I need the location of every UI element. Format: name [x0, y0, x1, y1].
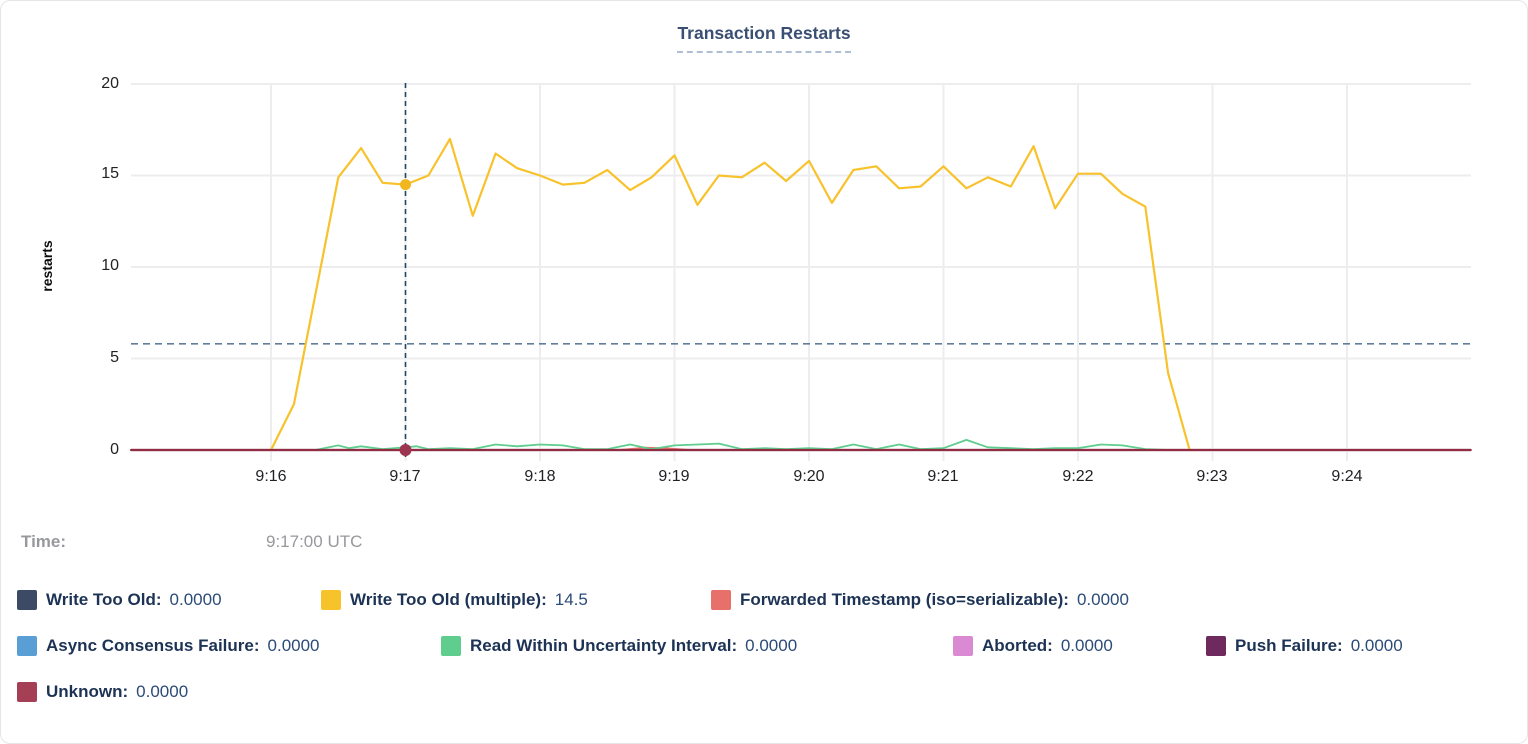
legend-item-aborted[interactable]: Aborted: 0.0000	[953, 636, 1113, 656]
y-tick-10: 10	[101, 257, 119, 274]
legend-label: Read Within Uncertainty Interval:	[470, 636, 738, 655]
legend-value: 0.0000	[745, 636, 798, 655]
legend-swatch-write-too-old	[17, 590, 37, 610]
chart-header: Transaction Restarts	[1, 23, 1527, 53]
legend-swatch-forwarded-timestamp	[711, 590, 731, 610]
time-value: 9:17:00 UTC	[266, 532, 363, 551]
y-tick-0: 0	[110, 441, 119, 458]
x-tick-917: 9:17	[389, 468, 421, 485]
time-label: Time:	[21, 532, 67, 551]
legend-item-unknown[interactable]: Unknown: 0.0000	[17, 682, 188, 702]
legend-swatch-aborted	[953, 636, 973, 656]
y-tick-15: 15	[101, 165, 119, 182]
y-tick-5: 5	[110, 349, 119, 366]
legend-value: 0.0000	[136, 682, 189, 701]
legend-label: Write Too Old (multiple):	[350, 590, 547, 609]
legend-item-write-too-old[interactable]: Write Too Old: 0.0000	[17, 590, 222, 610]
legend-item-async-consensus-failure[interactable]: Async Consensus Failure: 0.0000	[17, 636, 320, 656]
x-tick-916: 9:16	[255, 468, 287, 485]
legend-value: 0.0000	[267, 636, 320, 655]
legend-label: Unknown:	[46, 682, 129, 701]
x-tick-919: 9:19	[658, 468, 690, 485]
chart-title[interactable]: Transaction Restarts	[677, 23, 851, 53]
legend-value: 0.0000	[169, 590, 222, 609]
legend-value: 0.0000	[1060, 636, 1113, 655]
legend-item-read-within-uncertainty[interactable]: Read Within Uncertainty Interval: 0.0000	[441, 636, 797, 656]
legend-swatch-read-within-uncertainty	[441, 636, 461, 656]
legend-swatch-push-failure	[1206, 636, 1226, 656]
legend-label: Aborted:	[982, 636, 1053, 655]
x-tick-923: 9:23	[1196, 468, 1228, 485]
legend-swatch-async-consensus-failure	[17, 636, 37, 656]
y-tick-20: 20	[101, 75, 119, 92]
legend-value: 14.5	[554, 590, 588, 609]
legend-value: 0.0000	[1350, 636, 1403, 655]
chart-canvas[interactable]	[1, 1, 1528, 531]
legend-swatch-write-too-old-multiple	[321, 590, 341, 610]
legend-label: Forwarded Timestamp (iso=serializable):	[740, 590, 1069, 609]
x-tick-921: 9:21	[927, 468, 959, 485]
legend-value: 0.0000	[1076, 590, 1129, 609]
legend-item-write-too-old-multiple[interactable]: Write Too Old (multiple): 14.5	[321, 590, 588, 610]
legend-swatch-unknown	[17, 682, 37, 702]
plot-area[interactable]: restarts 20 15 10 5 0 9:16 9:17 9:18 9:1…	[1, 1, 1528, 531]
x-tick-924: 9:24	[1331, 468, 1363, 485]
legend-label: Push Failure:	[1235, 636, 1343, 655]
legend-label: Write Too Old:	[46, 590, 162, 609]
x-tick-918: 9:18	[524, 468, 556, 485]
y-axis-label: restarts	[39, 240, 55, 292]
legend-label: Async Consensus Failure:	[46, 636, 260, 655]
x-tick-920: 9:20	[793, 468, 825, 485]
legend-item-push-failure[interactable]: Push Failure: 0.0000	[1206, 636, 1403, 656]
legend-item-forwarded-timestamp[interactable]: Forwarded Timestamp (iso=serializable): …	[711, 590, 1129, 610]
x-tick-922: 9:22	[1062, 468, 1094, 485]
